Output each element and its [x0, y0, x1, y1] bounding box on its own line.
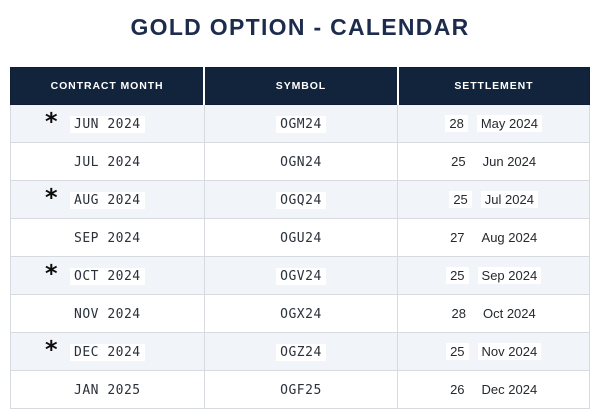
table-header: CONTRACT MONTH SYMBOL SETTLEMENT: [10, 67, 590, 105]
settlement-cell: 25 Sep 2024: [397, 256, 590, 295]
settlement-date: Nov 2024: [477, 342, 542, 360]
settlement-day: 26: [446, 380, 469, 398]
settlement-day: 28: [447, 304, 470, 322]
symbol-label: OGU24: [276, 229, 326, 247]
table-row: JAN 2025 OGF25 26 Dec 2024: [10, 370, 590, 409]
header-row: CONTRACT MONTH SYMBOL SETTLEMENT: [10, 67, 590, 105]
active-contract-star-icon: *: [45, 183, 58, 212]
calendar-table: CONTRACT MONTH SYMBOL SETTLEMENT * JUN 20…: [10, 67, 590, 409]
settlement-cell: 28 Oct 2024: [397, 294, 590, 333]
contract-month-label: SEP 2024: [70, 229, 145, 247]
settlement-date: Dec 2024: [477, 380, 542, 398]
settlement-day: 25: [449, 190, 472, 208]
settlement-day: 27: [446, 228, 469, 246]
column-header-label: CONTRACT MONTH: [50, 80, 164, 92]
contract-month-cell: NOV 2024: [10, 294, 205, 333]
column-header-symbol: SYMBOL: [203, 67, 399, 105]
settlement-date: Jun 2024: [478, 152, 541, 170]
active-contract-star-icon: *: [45, 335, 58, 364]
contract-month-label: NOV 2024: [70, 305, 145, 323]
symbol-label: OGZ24: [276, 343, 326, 361]
settlement-cell: 25 Jun 2024: [397, 142, 590, 181]
settlement-date: Jul 2024: [480, 190, 538, 208]
settlement-day: 28: [445, 114, 468, 132]
settlement-cell: 25 Jul 2024: [397, 180, 590, 219]
table-row: JUL 2024 OGN24 25 Jun 2024: [10, 142, 590, 181]
column-header-contract-month: CONTRACT MONTH: [10, 67, 205, 105]
contract-month-cell: * OCT 2024: [10, 256, 205, 295]
settlement-cell: 27 Aug 2024: [397, 218, 590, 257]
settlement-date: Aug 2024: [477, 228, 542, 246]
table-row: * OCT 2024 OGV24 25 Sep 2024: [10, 256, 590, 295]
settlement-date: Sep 2024: [477, 266, 542, 284]
table-body: * JUN 2024 OGM24 28 May 2024 JUL 2024 OGN24 25 J…: [10, 104, 590, 409]
settlement-day: 25: [446, 342, 469, 360]
contract-month-cell: JUL 2024: [10, 142, 205, 181]
active-contract-star-icon: *: [45, 107, 58, 136]
page-title: GOLD OPTION - CALENDAR: [130, 14, 470, 40]
symbol-label: OGM24: [276, 115, 326, 133]
symbol-cell: OGF25: [203, 370, 399, 409]
symbol-label: OGV24: [276, 267, 326, 285]
symbol-cell: OGU24: [203, 218, 399, 257]
table-row: NOV 2024 OGX24 28 Oct 2024: [10, 294, 590, 333]
settlement-cell: 26 Dec 2024: [397, 370, 590, 409]
table-row: * AUG 2024 OGQ24 25 Jul 2024: [10, 180, 590, 219]
table-row: * JUN 2024 OGM24 28 May 2024: [10, 104, 590, 143]
contract-month-cell: * AUG 2024: [10, 180, 205, 219]
contract-month-label: OCT 2024: [70, 267, 145, 285]
symbol-cell: OGV24: [203, 256, 399, 295]
contract-month-label: JUL 2024: [70, 153, 145, 171]
contract-month-cell: SEP 2024: [10, 218, 205, 257]
symbol-label: OGF25: [276, 381, 326, 399]
settlement-date: May 2024: [476, 114, 542, 132]
contract-month-cell: * DEC 2024: [10, 332, 205, 371]
contract-month-label: JAN 2025: [70, 381, 145, 399]
contract-month-cell: * JUN 2024: [10, 104, 205, 143]
symbol-label: OGQ24: [276, 191, 326, 209]
symbol-cell: OGX24: [203, 294, 399, 333]
settlement-date: Oct 2024: [478, 304, 540, 322]
contract-month-label: AUG 2024: [70, 191, 145, 209]
table-row: SEP 2024 OGU24 27 Aug 2024: [10, 218, 590, 257]
column-header-label: SYMBOL: [275, 80, 327, 92]
settlement-day: 25: [447, 152, 470, 170]
column-header-label: SETTLEMENT: [454, 80, 534, 92]
symbol-label: OGN24: [276, 153, 326, 171]
settlement-cell: 28 May 2024: [397, 104, 590, 143]
symbol-label: OGX24: [276, 305, 326, 323]
contract-month-cell: JAN 2025: [10, 370, 205, 409]
contract-month-label: JUN 2024: [70, 115, 145, 133]
column-header-settlement: SETTLEMENT: [396, 67, 590, 105]
settlement-day: 25: [446, 266, 469, 284]
symbol-cell: OGQ24: [203, 180, 399, 219]
symbol-cell: OGM24: [203, 104, 399, 143]
symbol-cell: OGZ24: [203, 332, 399, 371]
contract-month-label: DEC 2024: [70, 343, 145, 361]
symbol-cell: OGN24: [203, 142, 399, 181]
table-row: * DEC 2024 OGZ24 25 Nov 2024: [10, 332, 590, 371]
settlement-cell: 25 Nov 2024: [397, 332, 590, 371]
active-contract-star-icon: *: [45, 259, 58, 288]
